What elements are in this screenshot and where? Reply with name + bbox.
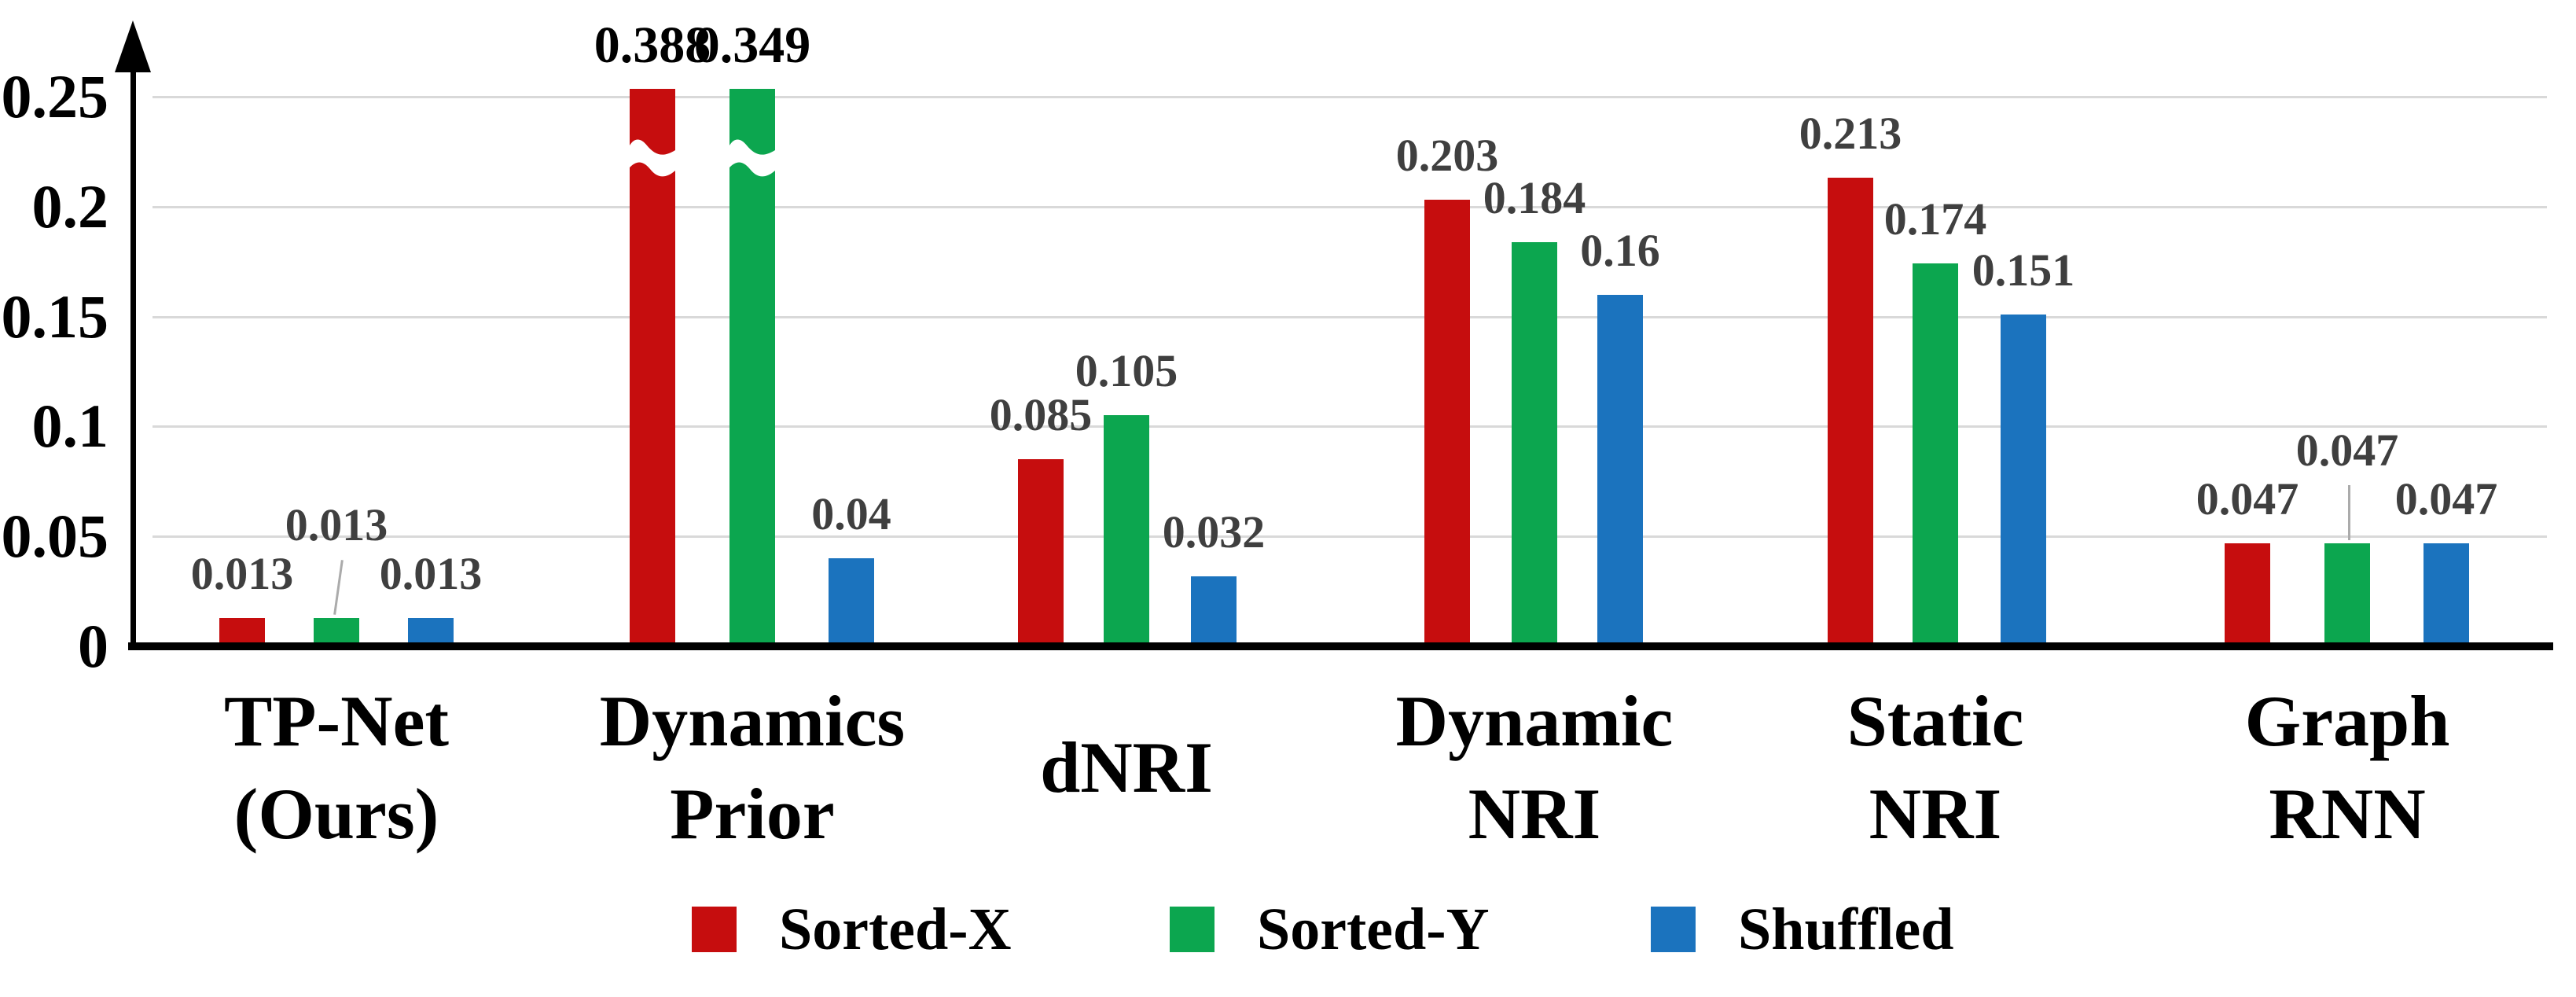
y-tick-label: 0.2: [31, 172, 109, 241]
value-label-shuffled-dynamics-prior: 0.04: [811, 488, 891, 539]
value-label-sorted-x-dynamic-nri: 0.203: [1395, 130, 1499, 181]
legend-swatch-shuffled: [1651, 907, 1696, 952]
bar-sorted-y-dnri: [1104, 415, 1149, 643]
category-label-line: RNN: [2269, 774, 2426, 854]
value-label-shuffled-dnri: 0.032: [1162, 506, 1266, 557]
legend-item-sorted-y: Sorted-Y: [1170, 896, 1490, 962]
value-label-sorted-y-static-nri: 0.174: [1883, 193, 1987, 245]
y-tick-label: 0.1: [31, 392, 109, 460]
bar-sorted-y-dynamics-prior: [729, 89, 775, 643]
bar-sorted-y-graph-rnn: [2324, 543, 2370, 643]
value-label-sorted-x-tp-net-ours: 0.013: [190, 548, 294, 599]
y-tick-label: 0.15: [1, 282, 109, 351]
bar-sorted-x-dynamic-nri: [1424, 200, 1470, 643]
bar-sorted-y-static-nri: [1913, 263, 1958, 643]
category-label-tp-net-ours: TP-Net (Ours): [224, 673, 449, 862]
category-label-line: NRI: [1869, 774, 2002, 854]
bar-sorted-y-tp-net-ours: [314, 618, 359, 643]
category-label-dynamic-nri: Dynamic NRI: [1396, 673, 1674, 862]
legend-label-shuffled: Shuffled: [1738, 896, 1954, 962]
category-label-line: Static: [1847, 681, 2024, 761]
axis-break-squiggle-icon: [729, 139, 775, 177]
value-label-sorted-y-tp-net-ours: 0.013: [285, 499, 388, 550]
category-label-static-nri: Static NRI: [1847, 673, 2024, 862]
value-label-sorted-x-static-nri: 0.213: [1799, 108, 1902, 159]
value-label-sorted-y-dnri: 0.105: [1075, 345, 1178, 396]
legend-item-sorted-x: Sorted-X: [692, 896, 1012, 962]
category-label-dynamics-prior: Dynamics Prior: [600, 673, 905, 862]
value-label-sorted-x-dnri: 0.085: [989, 389, 1093, 440]
gridline: [153, 206, 2547, 208]
bar-shuffled-dnri: [1191, 576, 1237, 643]
category-label-dnri: dNRI: [1040, 673, 1213, 862]
legend-swatch-sorted-x: [692, 907, 737, 952]
value-label-sorted-y-dynamics-prior: 0.349: [693, 17, 811, 74]
y-axis-line: [130, 69, 136, 643]
x-axis-line: [128, 642, 2553, 650]
category-label-line: (Ours): [233, 774, 439, 854]
value-label-shuffled-dynamic-nri: 0.16: [1580, 225, 1660, 276]
category-label-line: Prior: [670, 774, 835, 854]
category-label-line: Graph: [2244, 681, 2450, 761]
bar-sorted-y-dynamic-nri: [1512, 242, 1557, 643]
bar-sorted-x-tp-net-ours: [219, 618, 265, 643]
gridline: [153, 425, 2547, 428]
bar-shuffled-static-nri: [2001, 315, 2046, 643]
bar-shuffled-dynamics-prior: [829, 558, 874, 643]
value-label-sorted-x-dynamics-prior: 0.388: [593, 17, 711, 74]
bar-shuffled-tp-net-ours: [408, 618, 454, 643]
y-tick-label: 0: [78, 612, 108, 680]
bar-sorted-x-dnri: [1018, 459, 1064, 643]
category-label-line: NRI: [1468, 774, 1601, 854]
category-label-graph-rnn: Graph RNN: [2245, 673, 2450, 862]
value-label-sorted-x-graph-rnn: 0.047: [2196, 473, 2299, 524]
category-label-line: dNRI: [1040, 727, 1213, 808]
category-label-line: Dynamics: [599, 681, 906, 761]
value-label-sorted-y-graph-rnn: 0.047: [2295, 425, 2399, 476]
bar-shuffled-graph-rnn: [2423, 543, 2469, 643]
value-label-shuffled-graph-rnn: 0.047: [2394, 473, 2498, 524]
legend-swatch-sorted-y: [1170, 907, 1215, 952]
value-label-sorted-y-dynamic-nri: 0.184: [1483, 172, 1586, 223]
label-leader-line: [2348, 485, 2350, 540]
label-leader-line: [333, 560, 344, 615]
legend-label-sorted-y: Sorted-Y: [1257, 896, 1490, 962]
axis-break-squiggle-icon: [630, 139, 675, 177]
legend-label-sorted-x: Sorted-X: [779, 896, 1012, 962]
gridline: [153, 96, 2547, 98]
y-tick-label: 0.05: [1, 502, 109, 570]
y-tick-label: 0.25: [1, 62, 109, 131]
bar-shuffled-dynamic-nri: [1597, 295, 1643, 643]
gridline: [153, 316, 2547, 318]
bar-sorted-x-static-nri: [1828, 178, 1873, 643]
y-axis-arrow-icon: [115, 20, 151, 72]
gridline: [153, 535, 2547, 538]
category-label-line: TP-Net: [223, 681, 450, 761]
bar-sorted-x-graph-rnn: [2225, 543, 2270, 643]
legend-item-shuffled: Shuffled: [1651, 896, 1954, 962]
value-label-shuffled-tp-net-ours: 0.013: [379, 548, 483, 599]
value-label-shuffled-static-nri: 0.151: [1972, 245, 2075, 296]
bar-sorted-x-dynamics-prior: [630, 89, 675, 643]
category-label-line: Dynamic: [1395, 681, 1674, 761]
